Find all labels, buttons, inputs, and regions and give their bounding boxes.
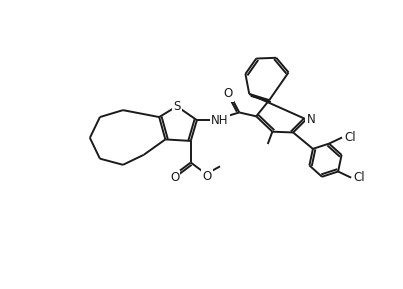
Text: Cl: Cl bbox=[353, 171, 365, 184]
Text: S: S bbox=[173, 100, 181, 113]
Text: Cl: Cl bbox=[344, 131, 355, 144]
Text: O: O bbox=[202, 170, 212, 183]
Text: O: O bbox=[223, 88, 233, 101]
Text: NH: NH bbox=[211, 114, 229, 127]
Text: O: O bbox=[170, 171, 179, 184]
Text: N: N bbox=[307, 113, 315, 126]
